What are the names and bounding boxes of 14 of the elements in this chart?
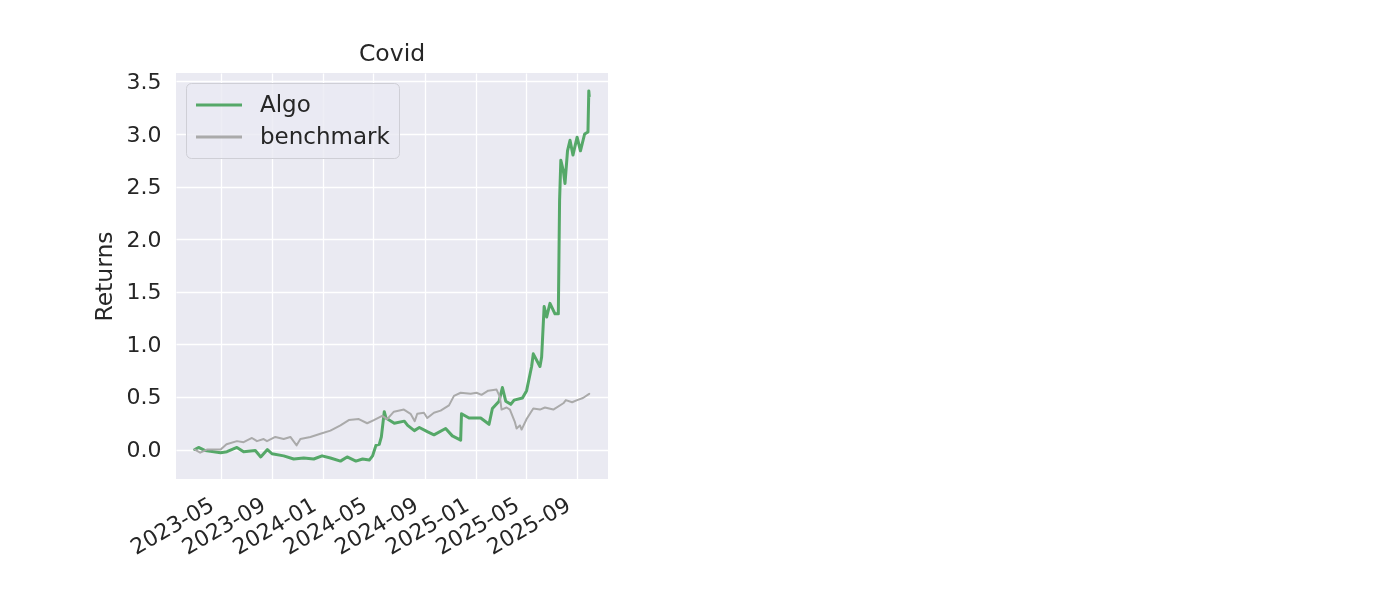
y-tick-label: 3.0: [126, 121, 162, 147]
y-tick-label: 2.5: [126, 174, 162, 200]
y-tick-label: 1.0: [126, 331, 162, 357]
chart-title: Covid: [358, 38, 426, 67]
y-tick-label: 0.0: [126, 437, 162, 463]
y-tick-label: 3.5: [126, 68, 162, 94]
line-series: [193, 388, 591, 454]
y-tick-label: 0.5: [126, 384, 162, 410]
line-series: [193, 89, 591, 463]
y-axis-title: Returns: [89, 231, 118, 322]
legend-label: benchmark: [260, 123, 391, 149]
y-tick-label: 2.0: [126, 226, 162, 252]
y-tick-label: 1.5: [126, 279, 162, 305]
legend-label: Algo: [260, 91, 311, 117]
